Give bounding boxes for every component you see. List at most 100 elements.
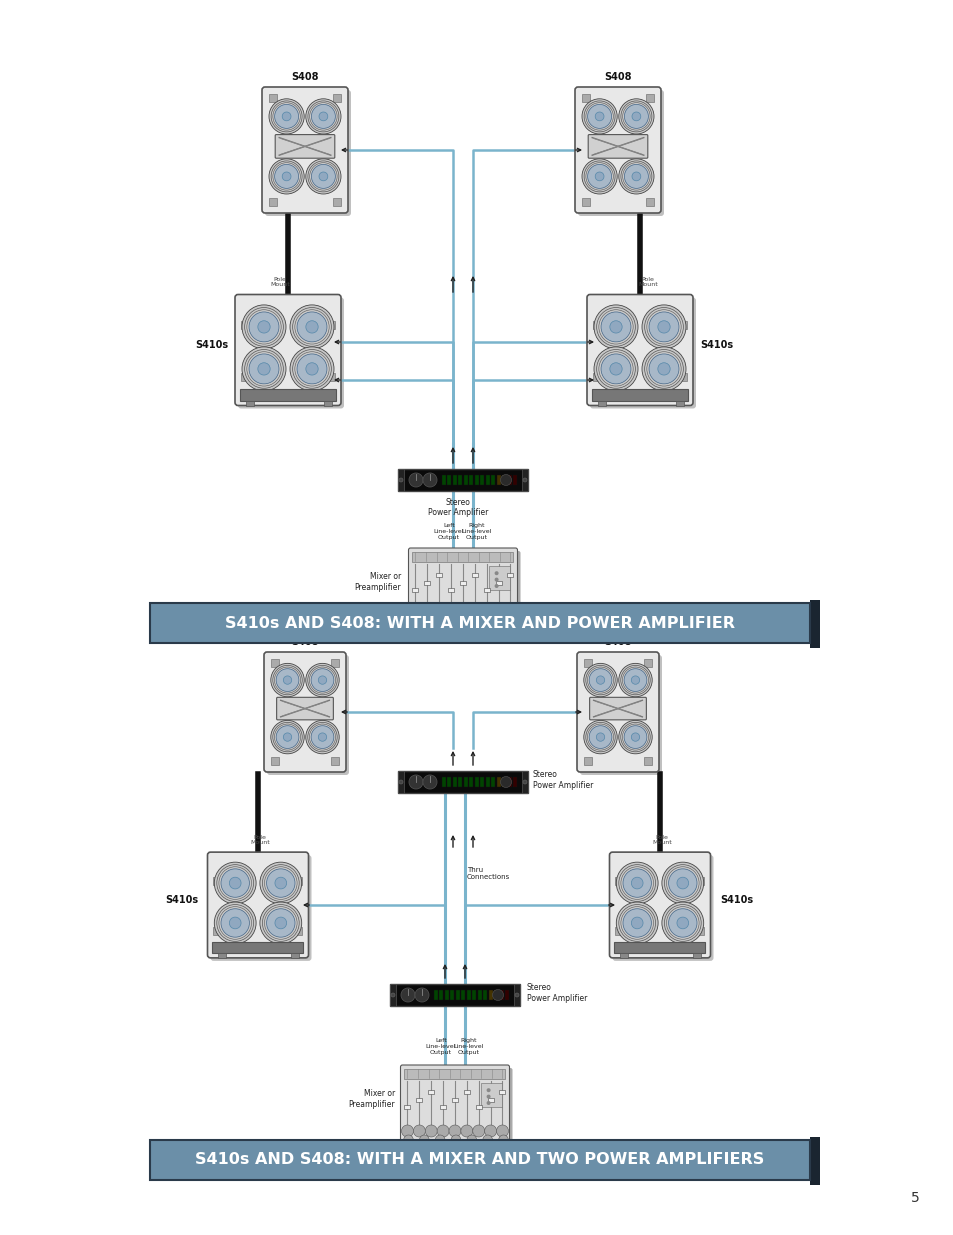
Bar [475,475,478,485]
FancyBboxPatch shape [264,652,346,772]
Circle shape [274,918,286,929]
Circle shape [658,363,669,375]
Bar [271,757,278,764]
Bar [327,321,335,329]
Bar [483,990,487,1000]
Text: Mixer or
Preamplifier: Mixer or Preamplifier [354,572,400,592]
Circle shape [631,918,642,929]
Bar [397,469,527,492]
Bar [593,321,600,329]
Circle shape [311,164,335,189]
Circle shape [500,777,511,788]
Circle shape [269,159,304,194]
Circle shape [266,909,294,937]
Circle shape [460,1125,473,1137]
Text: Thru
Connections: Thru Connections [467,867,510,881]
Circle shape [624,164,648,189]
Text: S410s: S410s [720,895,752,905]
Circle shape [427,618,436,627]
Text: Stereo
Power Amplifier: Stereo Power Amplifier [427,498,488,517]
Circle shape [661,902,703,944]
Bar [491,777,495,787]
Circle shape [631,112,640,121]
Bar [412,552,513,562]
Text: Stereo
Power Amplifier: Stereo Power Amplifier [533,771,593,789]
Circle shape [306,663,339,697]
Bar [213,877,221,885]
Circle shape [600,312,630,342]
Circle shape [242,305,286,350]
FancyBboxPatch shape [588,135,647,158]
Circle shape [271,720,304,753]
Circle shape [290,347,334,391]
Circle shape [318,172,328,180]
Circle shape [257,321,270,333]
Circle shape [594,347,638,391]
Text: S410s: S410s [700,340,732,350]
Circle shape [618,99,654,135]
Circle shape [522,781,526,784]
Bar [416,1098,422,1102]
Bar [513,777,517,787]
Bar [240,389,335,400]
Circle shape [306,159,340,194]
Text: Mixer or
Preamplifier: Mixer or Preamplifier [348,1089,395,1109]
Bar [461,990,465,1000]
Bar [507,475,512,485]
Circle shape [618,720,652,753]
FancyBboxPatch shape [262,86,348,212]
Circle shape [401,1125,413,1137]
Circle shape [259,862,301,904]
Circle shape [581,159,617,194]
Bar [444,990,449,1000]
Bar [809,1137,820,1186]
Circle shape [409,473,422,487]
Bar [213,927,221,935]
Circle shape [467,1135,476,1145]
Bar [676,400,683,405]
Bar [294,877,302,885]
FancyBboxPatch shape [586,294,692,405]
FancyBboxPatch shape [267,655,349,776]
FancyBboxPatch shape [408,548,517,632]
FancyBboxPatch shape [575,86,660,212]
Text: S408: S408 [291,72,318,82]
Circle shape [515,993,518,997]
Bar [463,475,468,485]
Bar [480,1083,501,1107]
Circle shape [622,909,651,937]
Circle shape [398,478,402,482]
Bar [458,475,462,485]
Bar [447,777,451,787]
Circle shape [275,668,298,692]
Bar [643,659,651,667]
Bar [294,927,302,935]
Circle shape [274,164,298,189]
Circle shape [482,1135,492,1145]
Bar [292,953,299,958]
Bar [447,475,451,485]
Bar [593,373,600,382]
Text: S410s: S410s [165,895,198,905]
Text: S408: S408 [603,637,631,647]
Bar [507,777,512,787]
Bar [241,321,249,329]
Bar [324,400,332,405]
Circle shape [506,618,516,627]
Circle shape [456,608,469,620]
Circle shape [398,781,402,784]
Bar [412,588,418,593]
Bar [463,777,468,787]
Circle shape [631,172,640,180]
Circle shape [412,618,421,627]
Circle shape [631,732,639,741]
Circle shape [668,909,697,937]
Text: S410s: S410s [194,340,228,350]
Circle shape [425,1125,436,1137]
Circle shape [589,668,611,692]
Circle shape [648,354,679,384]
Bar [477,990,481,1000]
FancyBboxPatch shape [578,90,663,216]
Bar [696,877,703,885]
Bar [592,389,687,400]
